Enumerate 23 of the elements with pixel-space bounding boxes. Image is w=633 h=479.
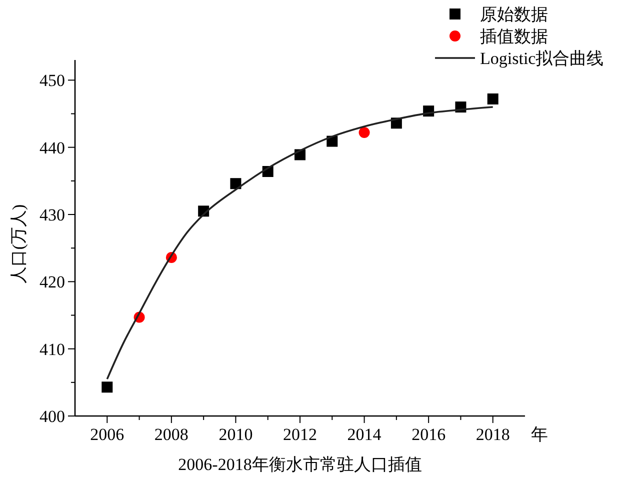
legend-label: Logistic拟合曲线 — [480, 49, 604, 68]
point — [487, 93, 498, 104]
point — [358, 127, 370, 138]
legend-label: 插值数据 — [480, 27, 548, 46]
x-tick-label: 2008 — [154, 425, 188, 444]
x-tick-label: 2012 — [283, 425, 317, 444]
x-tick-label: 2010 — [218, 425, 253, 444]
point — [230, 178, 242, 190]
y-tick-label: 400 — [40, 407, 65, 426]
y-tick-label: 450 — [40, 71, 65, 90]
y-tick-label: 410 — [40, 340, 65, 359]
y-tick-label: 430 — [40, 205, 65, 224]
x-tick-label: 2014 — [347, 425, 382, 444]
x-tick-label: 2006 — [90, 425, 124, 444]
y-tick-label: 420 — [40, 272, 65, 292]
x-axis-title: 年 — [531, 425, 548, 444]
legend-label: 原始数据 — [480, 5, 548, 24]
x-tick-label: 2018 — [476, 425, 510, 444]
text: 2006-2018年衡水市常驻人口插值 — [178, 455, 422, 474]
x-tick-label: 2016 — [412, 425, 446, 444]
y-axis-title: 人口(万人) — [9, 204, 28, 284]
point — [102, 382, 113, 393]
y-tick-label: 440 — [40, 138, 65, 158]
